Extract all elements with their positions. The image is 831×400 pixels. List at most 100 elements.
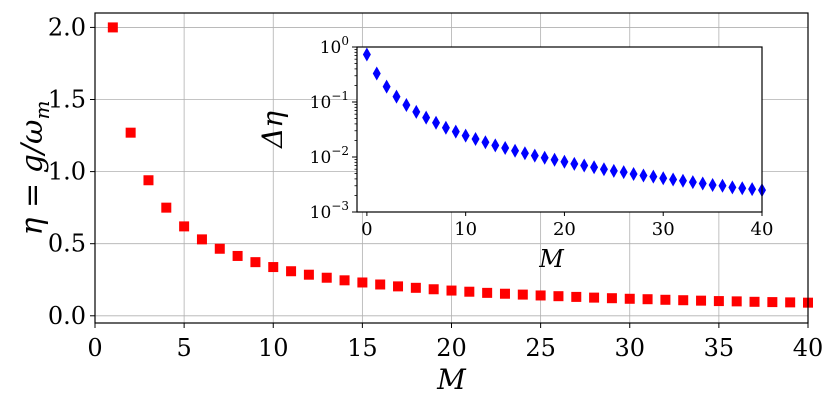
inset-data-point-34 — [698, 176, 707, 191]
data-point-13 — [339, 275, 350, 286]
inset-data-point-36 — [718, 178, 727, 193]
inset-data-point-29 — [649, 169, 658, 184]
inset-x-tick-label-1: 10 — [454, 219, 477, 240]
inset-data-point-28 — [639, 168, 648, 183]
data-point-36 — [749, 296, 760, 307]
data-point-2 — [143, 175, 154, 186]
inset-frame — [356, 46, 763, 213]
data-point-34 — [713, 296, 724, 307]
y-axis-label-group: η = g/ωm — [15, 101, 54, 236]
inset-data-point-18 — [540, 150, 549, 165]
inset-data-point-24 — [599, 162, 608, 177]
data-point-20 — [464, 286, 475, 297]
inset-y-tick-base-2: 10 — [310, 148, 332, 168]
data-point-22 — [499, 288, 510, 299]
inset-data-point-6 — [422, 110, 431, 125]
y-tick-label-3: 1.5 — [48, 86, 86, 114]
data-point-14 — [357, 277, 368, 288]
x-tick-label-2: 10 — [258, 334, 289, 362]
data-point-12 — [321, 272, 332, 283]
inset-x-axis-label: M — [538, 245, 565, 273]
data-point-6 — [214, 243, 225, 254]
inset-data-point-21 — [570, 156, 579, 171]
x-tick-label-6: 30 — [614, 334, 645, 362]
data-point-30 — [642, 294, 653, 305]
inset-data-point-0 — [362, 47, 371, 62]
inset-data-point-2 — [382, 79, 391, 94]
y-tick-label-0: 0.0 — [48, 302, 86, 330]
inset-data-point-23 — [590, 160, 599, 175]
data-point-3 — [161, 202, 172, 213]
inset-y-tick-base-1: 10 — [310, 93, 332, 113]
data-point-26 — [571, 291, 582, 302]
inset-data-point-12 — [481, 135, 490, 150]
data-point-29 — [624, 293, 635, 304]
inset-y-tick-exp-0: 0 — [341, 34, 349, 48]
x-tick-label-8: 40 — [793, 334, 824, 362]
inset-y-tick-base-3: 10 — [310, 203, 332, 223]
inset-data-point-10 — [461, 128, 470, 143]
inset-y-tick-label-3: 10−3 — [310, 199, 349, 223]
data-point-8 — [250, 257, 261, 268]
inset-data-point-4 — [402, 98, 411, 113]
inset-data-point-16 — [520, 146, 529, 161]
x-axis-label: M — [436, 363, 467, 396]
data-point-0 — [107, 22, 118, 33]
inset-data-point-19 — [550, 152, 559, 167]
inset-data-point-8 — [441, 120, 450, 135]
inset-y-tick-exp-3: −3 — [331, 199, 349, 213]
data-point-15 — [375, 279, 386, 290]
inset-data-point-3 — [392, 89, 401, 104]
data-point-10 — [286, 266, 297, 277]
data-point-23 — [517, 289, 528, 300]
inset-y-tick-label-2: 10−2 — [310, 144, 349, 168]
data-point-21 — [482, 287, 493, 298]
data-point-1 — [125, 127, 136, 138]
data-point-7 — [232, 250, 243, 261]
x-tick-label-5: 25 — [525, 334, 556, 362]
inset-y-tick-exp-2: −2 — [331, 144, 349, 158]
data-point-33 — [696, 295, 707, 306]
inset-data-point-26 — [619, 165, 628, 180]
inset-y-axis-label: Δη — [256, 111, 289, 149]
inset-data-point-9 — [451, 124, 460, 139]
x-tick-label-1: 5 — [176, 334, 191, 362]
inset-data-point-27 — [629, 167, 638, 182]
inset-data-point-1 — [372, 66, 381, 81]
inset-data-point-37 — [728, 180, 737, 195]
inset-data-point-33 — [688, 175, 697, 190]
inset-data-point-11 — [471, 132, 480, 147]
data-point-38 — [785, 297, 796, 308]
inset-data-point-13 — [491, 138, 500, 153]
data-point-37 — [767, 297, 778, 308]
inset-x-tick-label-2: 20 — [553, 219, 576, 240]
data-point-28 — [606, 293, 617, 304]
y-axis-label: η = g/ωm — [15, 101, 54, 236]
inset-data-point-7 — [432, 115, 441, 130]
inset-x-tick-label-4: 40 — [751, 219, 774, 240]
y-tick-label-4: 2.0 — [48, 13, 86, 41]
inset-data-point-31 — [669, 172, 678, 187]
main-frame — [94, 12, 809, 324]
y-tick-label-1: 0.5 — [48, 230, 86, 258]
x-tick-label-0: 0 — [87, 334, 102, 362]
y-tick-label-2: 1.0 — [48, 158, 86, 186]
data-point-19 — [446, 285, 457, 296]
x-tick-label-3: 15 — [347, 334, 378, 362]
inset-y-tick-label-1: 10−1 — [310, 89, 349, 113]
inset-data-point-15 — [511, 143, 520, 158]
inset-data-point-20 — [560, 154, 569, 169]
data-point-5 — [196, 234, 207, 245]
data-point-18 — [428, 284, 439, 295]
data-point-27 — [589, 292, 600, 303]
inset-data-point-38 — [738, 181, 747, 196]
x-tick-label-4: 20 — [436, 334, 467, 362]
inset-data-point-30 — [659, 171, 668, 186]
data-point-16 — [393, 281, 404, 292]
main-series — [107, 22, 813, 308]
inset-y-tick-label-0: 100 — [320, 34, 349, 58]
inset-data-point-39 — [748, 182, 757, 197]
data-point-35 — [731, 296, 742, 307]
